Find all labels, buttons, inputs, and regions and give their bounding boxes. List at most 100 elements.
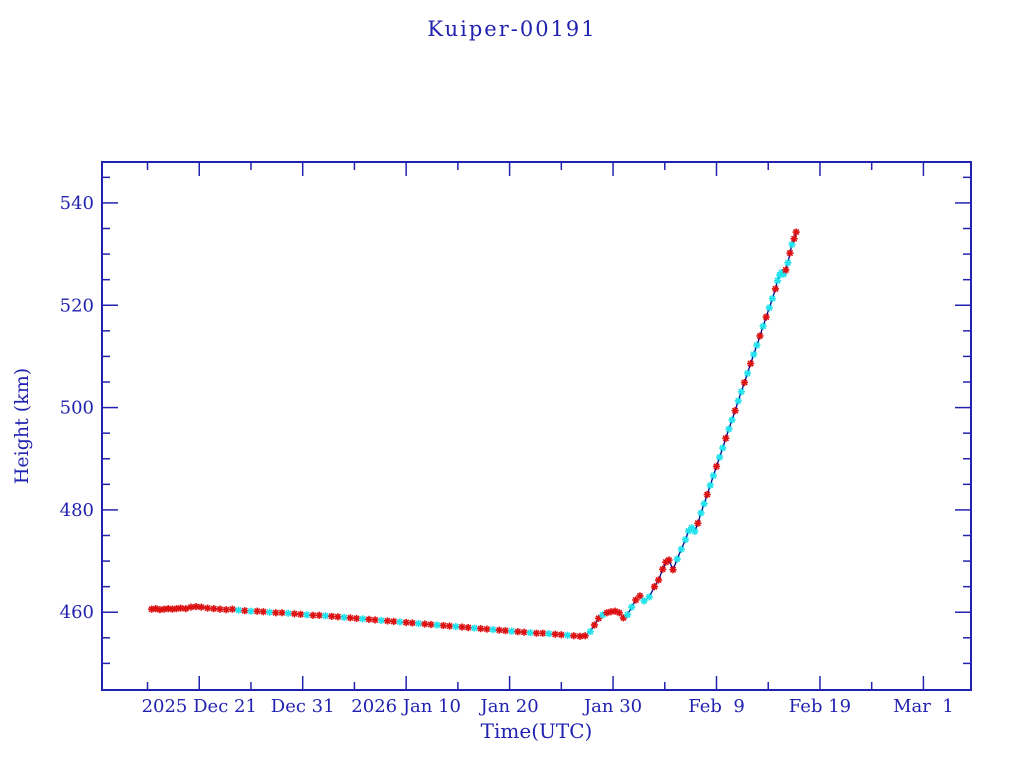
- red-asterisk-marker: [483, 625, 491, 633]
- red-asterisk-marker: [659, 565, 667, 573]
- cyan-asterisk-marker: [640, 597, 648, 605]
- cyan-asterisk-marker: [773, 277, 782, 285]
- x-tick-label: Dec 31: [271, 696, 335, 717]
- cyan-asterisk-marker: [623, 611, 632, 619]
- red-asterisk-marker: [570, 632, 578, 640]
- cyan-asterisk-marker: [728, 416, 736, 424]
- x-tick-label: Mar 1: [893, 696, 954, 717]
- x-axis-label: Time(UTC): [480, 719, 593, 743]
- red-asterisk-marker: [782, 266, 790, 274]
- red-asterisk-marker: [722, 434, 730, 442]
- cyan-asterisk-marker: [586, 628, 594, 636]
- red-asterisk-marker: [495, 626, 503, 634]
- red-asterisk-marker: [222, 606, 230, 614]
- cyan-asterisk-marker: [359, 615, 367, 623]
- red-asterisk-marker: [241, 607, 249, 615]
- red-asterisk-marker: [771, 285, 780, 293]
- red-asterisk-marker: [210, 605, 218, 613]
- cyan-asterisk-marker: [677, 545, 685, 553]
- red-asterisk-marker: [551, 630, 559, 638]
- cyan-asterisk-marker: [452, 622, 460, 631]
- red-asterisk-marker: [665, 556, 673, 564]
- cyan-asterisk-marker: [681, 535, 690, 544]
- red-asterisk-marker: [383, 617, 392, 625]
- cyan-asterisk-marker: [706, 481, 714, 489]
- red-asterisk-marker: [790, 235, 798, 243]
- red-asterisk-marker: [464, 623, 472, 632]
- red-asterisk-marker: [427, 620, 435, 629]
- red-asterisk-marker: [421, 620, 429, 628]
- cyan-asterisk-marker: [700, 500, 708, 508]
- cyan-asterisk-marker: [765, 304, 773, 312]
- cyan-asterisk-marker: [743, 369, 752, 377]
- red-asterisk-marker: [228, 605, 236, 613]
- red-asterisk-marker: [792, 228, 800, 236]
- red-asterisk-marker: [740, 378, 749, 387]
- red-asterisk-marker: [334, 613, 342, 621]
- red-asterisk-marker: [615, 609, 623, 617]
- red-asterisk-marker: [650, 583, 659, 591]
- red-asterisk-marker: [297, 610, 305, 618]
- y-tick-label: 500: [60, 398, 94, 419]
- red-asterisk-marker: [786, 249, 794, 257]
- red-asterisk-marker: [390, 617, 398, 626]
- cyan-asterisk-marker: [784, 259, 792, 267]
- red-asterisk-marker: [446, 622, 454, 630]
- cyan-asterisk-marker: [526, 629, 534, 637]
- cyan-asterisk-marker: [545, 630, 553, 638]
- cyan-asterisk-marker: [470, 624, 479, 632]
- red-asterisk-marker: [439, 621, 447, 630]
- cyan-asterisk-marker: [788, 240, 796, 248]
- cyan-asterisk-marker: [716, 453, 724, 461]
- x-tick-label: Feb 19: [789, 696, 851, 717]
- cyan-asterisk-marker: [737, 388, 745, 396]
- red-asterisk-marker: [197, 603, 205, 611]
- cyan-asterisk-marker: [725, 425, 733, 433]
- data-markers: [148, 228, 800, 640]
- cyan-asterisk-marker: [377, 616, 385, 625]
- red-asterisk-marker: [371, 616, 379, 624]
- x-tick-label: Feb 9: [688, 696, 745, 717]
- red-asterisk-marker: [669, 566, 677, 574]
- red-asterisk-marker: [315, 611, 323, 619]
- red-asterisk-marker: [501, 627, 510, 635]
- cyan-asterisk-marker: [284, 609, 292, 617]
- cyan-asterisk-marker: [265, 608, 274, 616]
- cyan-asterisk-marker: [734, 397, 742, 405]
- cyan-asterisk-marker: [709, 472, 718, 480]
- red-asterisk-marker: [328, 612, 336, 620]
- cyan-asterisk-marker: [414, 619, 423, 628]
- cyan-asterisk-marker: [759, 322, 767, 330]
- height-curve: [151, 231, 797, 637]
- cyan-asterisk-marker: [563, 631, 572, 639]
- cyan-asterisk-marker: [321, 612, 330, 620]
- cyan-asterisk-marker: [340, 613, 348, 621]
- cyan-asterisk-marker: [396, 618, 404, 626]
- cyan-asterisk-marker: [768, 295, 776, 303]
- cyan-asterisk-marker: [673, 555, 681, 563]
- y-tick-label: 520: [60, 295, 94, 316]
- chart-title: Kuiper-00191: [427, 17, 597, 41]
- x-tick-label: 2025 Dec 21: [142, 696, 257, 717]
- red-asterisk-marker: [477, 625, 485, 633]
- red-asterisk-marker: [346, 614, 354, 622]
- red-asterisk-marker: [712, 462, 721, 471]
- red-asterisk-marker: [520, 628, 528, 636]
- red-asterisk-marker: [654, 576, 663, 584]
- cyan-asterisk-marker: [750, 350, 758, 358]
- red-asterisk-marker: [694, 519, 702, 527]
- red-asterisk-marker: [259, 608, 267, 616]
- red-asterisk-marker: [290, 610, 299, 618]
- red-asterisk-marker: [636, 592, 644, 600]
- red-asterisk-marker: [762, 313, 770, 321]
- red-asterisk-marker: [203, 604, 212, 612]
- red-asterisk-marker: [514, 628, 522, 636]
- x-tick-label: Jan 20: [479, 696, 539, 717]
- red-asterisk-marker: [703, 490, 711, 499]
- red-asterisk-marker: [253, 607, 261, 615]
- cyan-asterisk-marker: [508, 627, 516, 635]
- red-asterisk-marker: [594, 614, 603, 622]
- red-asterisk-marker: [402, 618, 410, 627]
